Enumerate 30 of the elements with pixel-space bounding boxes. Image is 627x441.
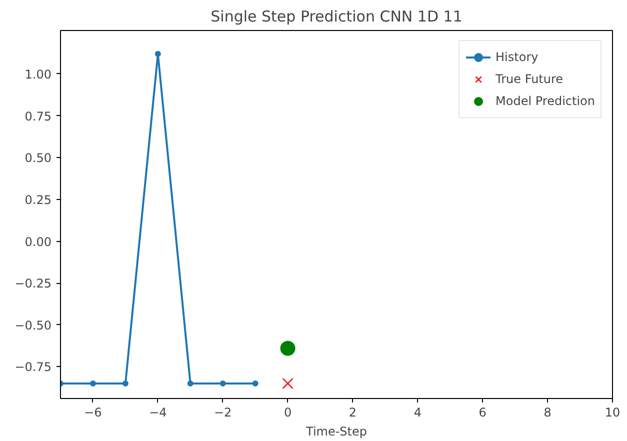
x-tick-label: −6 [84,406,102,420]
chart-title: Single Step Prediction CNN 1D 11 [210,8,462,26]
point [220,380,226,386]
point [154,50,161,57]
x-tick-label: −2 [214,406,232,420]
y-tick-label: 0.50 [24,151,52,166]
y-tick-label: 0.75 [24,109,52,124]
legend-label: History [496,50,538,64]
x-tick-label: 0 [284,406,292,420]
x-axis-title: Time-Step [304,424,368,438]
y-tick-label: −0.75 [14,360,52,374]
x-tick-label: 6 [478,406,486,420]
point [282,378,294,389]
x-tick-label: 10 [604,406,620,420]
x-tick-label: 2 [348,406,357,420]
x-tick-label: −4 [149,406,167,420]
y-tick-label: 0.00 [24,234,52,249]
point [252,380,258,386]
x-tick-label: 8 [544,406,552,420]
legend-label: True Future [496,72,564,86]
x-tick-label: 4 [414,406,422,420]
y-tick-label: −0.25 [14,276,52,291]
point [122,380,128,386]
y-tick-label: 0.25 [24,192,52,207]
y-tick-label: −0.50 [14,318,52,332]
point [280,340,296,356]
y-tick-label: 1.00 [24,67,52,82]
point [187,380,194,386]
legend-label: Model Prediction [496,94,595,108]
point [90,380,96,386]
